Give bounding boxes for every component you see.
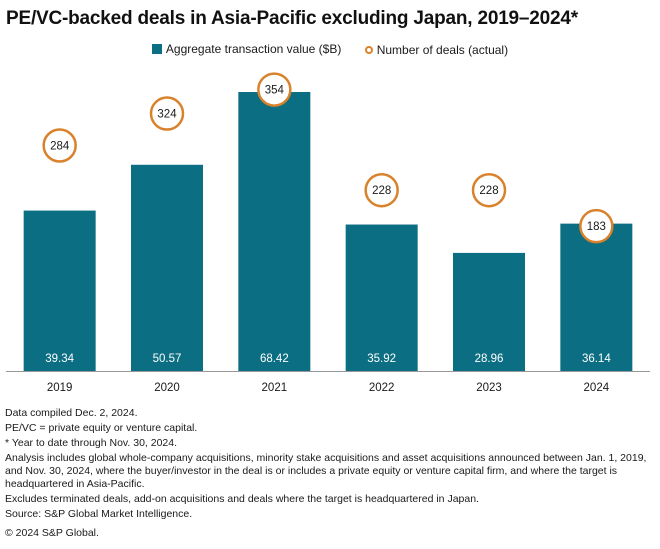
legend-item-deals: Number of deals (actual) [364, 43, 509, 57]
legend-bar-swatch [151, 44, 162, 54]
legend-label-deals: Number of deals (actual) [376, 43, 509, 57]
deal-marker-2019 [42, 128, 77, 163]
deal-marker-2020 [149, 96, 185, 131]
deal-marker-label: 228 [372, 185, 391, 197]
chart-notes: Data compiled Dec. 2, 2024. PE/VC = priv… [5, 407, 655, 523]
deal-marker-label: 354 [265, 85, 285, 97]
note-line: Excludes terminated deals, add-on acquis… [5, 493, 479, 505]
deal-marker-2022 [364, 172, 399, 208]
deal-marker-label: 324 [157, 109, 177, 121]
deal-marker-2023 [471, 172, 507, 208]
bar-2021 [238, 92, 311, 371]
note-line: * Year to date through Nov. 30, 2024. [5, 437, 178, 449]
bar-value-label: 50.57 [153, 353, 182, 365]
deal-marker-2024 [579, 208, 614, 244]
x-tick-label: 2023 [476, 382, 502, 394]
bar-2022 [345, 224, 418, 371]
chart-title: PE/VC-backed deals in Asia-Pacific exclu… [6, 8, 578, 29]
copyright: © 2024 S&P Global. [5, 527, 99, 539]
legend-label-value: Aggregate transaction value ($B) [165, 42, 342, 56]
x-tick-label: 2022 [369, 382, 395, 394]
bar-2020 [131, 164, 203, 371]
deal-marker-label: 284 [50, 140, 70, 152]
deal-marker-label: 183 [587, 221, 606, 233]
x-tick-label: 2021 [262, 382, 288, 394]
bar-2023 [453, 252, 525, 371]
legend-item-value: Aggregate transaction value ($B) [151, 42, 342, 56]
note-line: Analysis includes global whole-company a… [5, 452, 647, 490]
bar-value-label: 36.14 [582, 353, 611, 365]
bar-value-label: 28.96 [475, 353, 504, 365]
x-tick-label: 2024 [584, 382, 610, 394]
source-line: Source: S&P Global Market Intelligence. [5, 508, 193, 520]
chart-plot: 39.34 2019 284 50.57 2020 324 68.42 2021 354 35.9… [6, 72, 650, 394]
note-line: PE/VC = private equity or venture capita… [5, 422, 198, 434]
bar-value-label: 39.34 [45, 353, 74, 365]
note-line: Data compiled Dec. 2, 2024. [5, 407, 138, 419]
bar-2019 [23, 210, 96, 371]
footer: © 2024 S&P Global. [5, 527, 99, 541]
bar-2024 [560, 223, 633, 371]
deal-marker-2021 [257, 72, 292, 107]
legend-circle-swatch [364, 46, 373, 54]
deal-marker-label: 228 [479, 185, 498, 197]
x-tick-label: 2019 [47, 382, 73, 394]
legend: Aggregate transaction value ($B) Number … [0, 42, 660, 57]
x-tick-label: 2020 [154, 382, 180, 394]
bar-value-label: 68.42 [260, 353, 289, 365]
bar-value-label: 35.92 [367, 353, 396, 365]
